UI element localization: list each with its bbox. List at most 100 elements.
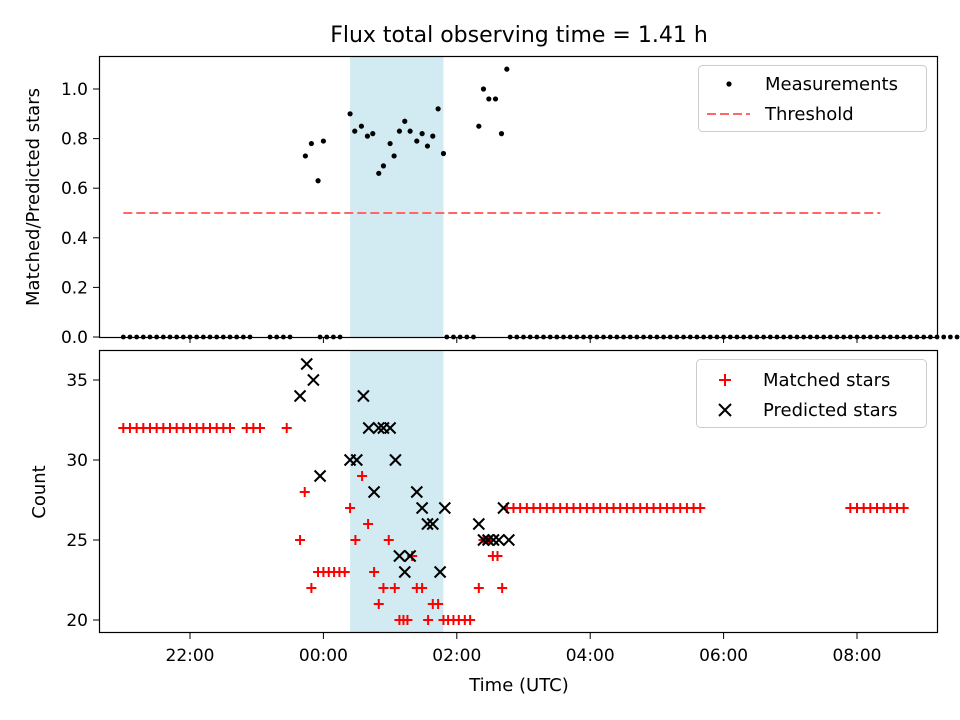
predicted-star-point bbox=[487, 533, 500, 547]
bottom-legend: Matched stars Predicted stars bbox=[696, 359, 927, 428]
measurement-point bbox=[498, 131, 505, 137]
predicted-star-point bbox=[307, 373, 320, 387]
matched-star-point bbox=[281, 423, 292, 433]
measurement-point bbox=[352, 128, 358, 134]
legend-label-predicted-stars: Predicted stars bbox=[763, 400, 897, 421]
measurement-point bbox=[380, 163, 387, 169]
predicted-star-point bbox=[300, 357, 313, 371]
top-legend: Measurements Threshold bbox=[698, 65, 927, 132]
bottom-y-tick-label: 35 bbox=[66, 371, 88, 391]
top-y-tick-label: 0.0 bbox=[61, 328, 88, 348]
bottom-axes-frame bbox=[98, 349, 939, 634]
matched-stars-legend-marker bbox=[719, 374, 731, 386]
bottom-y-tick-label: 30 bbox=[66, 451, 88, 471]
matched-star-point bbox=[433, 599, 444, 609]
measurement-point bbox=[358, 123, 365, 129]
predicted-star-point bbox=[472, 517, 486, 531]
predicted-star-point bbox=[438, 501, 452, 515]
matched-star-point bbox=[369, 567, 380, 577]
matched-star-point bbox=[373, 599, 384, 609]
measurement-point bbox=[315, 178, 321, 184]
measurement-point bbox=[947, 334, 953, 340]
measurement-point bbox=[440, 150, 447, 157]
matched-star-point bbox=[295, 535, 306, 545]
predicted-stars-legend-marker bbox=[718, 403, 732, 417]
measurement-point bbox=[430, 133, 436, 139]
x-axis-label: Time (UTC) bbox=[468, 675, 569, 696]
predicted-star-point bbox=[389, 453, 402, 467]
matched-star-point bbox=[357, 471, 368, 481]
measurement-point bbox=[387, 140, 393, 147]
measurement-point bbox=[492, 96, 499, 102]
bottom-axes-layer: 20 25 30 35 22:00 00:00 02:00 04:00 06:00 08:00 bbox=[66, 371, 881, 666]
measurement-point bbox=[424, 143, 431, 149]
predicted-star-point bbox=[293, 389, 307, 403]
matched-star-point bbox=[255, 423, 266, 433]
top-legend-box bbox=[698, 65, 927, 132]
top-axes-frame bbox=[98, 55, 939, 339]
legend-label-matched-stars: Matched stars bbox=[763, 370, 890, 391]
bottom-y-tick-label: 25 bbox=[66, 531, 88, 551]
bottom-legend-box bbox=[696, 359, 927, 428]
predicted-star-point bbox=[477, 533, 490, 547]
x-tick-label: 06:00 bbox=[699, 646, 748, 666]
x-tick-label: 02:00 bbox=[432, 646, 481, 666]
predicted-star-point bbox=[497, 501, 510, 515]
measurement-point bbox=[302, 153, 308, 159]
x-tick-label: 08:00 bbox=[833, 646, 882, 666]
matched-star-point bbox=[306, 583, 317, 593]
predicted-star-point bbox=[421, 517, 434, 531]
predicted-star-point bbox=[410, 485, 423, 499]
measurement-point bbox=[391, 153, 397, 159]
predicted-star-point bbox=[492, 533, 506, 547]
top-y-tick-label: 0.6 bbox=[61, 179, 88, 199]
measurement-point bbox=[504, 66, 510, 72]
measurement-point bbox=[407, 128, 413, 134]
measurement-point bbox=[396, 128, 403, 134]
measurement-point bbox=[370, 131, 376, 137]
bottom-shade-layer bbox=[350, 350, 444, 633]
matched-star-point bbox=[492, 551, 503, 561]
top-shade-layer bbox=[350, 56, 444, 338]
bottom-shaded-interval bbox=[350, 350, 444, 633]
bottom-data-layer bbox=[118, 357, 909, 625]
measurement-point bbox=[376, 170, 382, 176]
predicted-star-point bbox=[393, 549, 406, 563]
top-shaded-interval bbox=[350, 56, 444, 338]
measurement-point bbox=[414, 138, 420, 144]
measurement-point bbox=[480, 86, 487, 92]
matched-star-point bbox=[465, 615, 476, 625]
measurement-point bbox=[486, 96, 492, 102]
measurement-point bbox=[308, 140, 314, 147]
chart-title: Flux total observing time = 1.41 h bbox=[330, 23, 708, 48]
predicted-star-point bbox=[398, 565, 411, 579]
predicted-star-point bbox=[415, 501, 429, 515]
measurement-point bbox=[941, 334, 947, 340]
measurement-point bbox=[419, 131, 425, 137]
matched-star-point bbox=[339, 567, 350, 577]
predicted-star-point bbox=[350, 453, 363, 467]
measurement-point bbox=[476, 123, 482, 129]
predicted-star-point bbox=[403, 549, 417, 563]
top-y-axis-label: Matched/Predicted stars bbox=[23, 88, 44, 306]
measurements-legend-marker bbox=[726, 81, 732, 87]
legend-label-threshold: Threshold bbox=[764, 104, 854, 125]
measurement-point bbox=[320, 138, 326, 144]
x-tick-label: 04:00 bbox=[566, 646, 615, 666]
matched-star-point bbox=[378, 583, 389, 593]
top-y-tick-label: 0.4 bbox=[61, 229, 88, 249]
legend-label-measurements: Measurements bbox=[765, 74, 898, 95]
bottom-y-tick-label: 20 bbox=[66, 611, 88, 631]
top-y-tick-label: 0.2 bbox=[61, 278, 88, 298]
matched-star-point bbox=[417, 583, 428, 593]
predicted-star-point bbox=[426, 517, 439, 531]
predicted-star-point bbox=[362, 421, 375, 435]
bottom-panel: 20 25 30 35 22:00 00:00 02:00 04:00 06:00 08:00 C… bbox=[29, 349, 939, 696]
matched-star-point bbox=[898, 503, 909, 513]
matched-star-point bbox=[363, 519, 374, 529]
predicted-star-point bbox=[367, 485, 381, 499]
predicted-star-point bbox=[313, 469, 327, 483]
matched-star-point bbox=[383, 535, 394, 545]
measurement-point bbox=[435, 106, 441, 112]
